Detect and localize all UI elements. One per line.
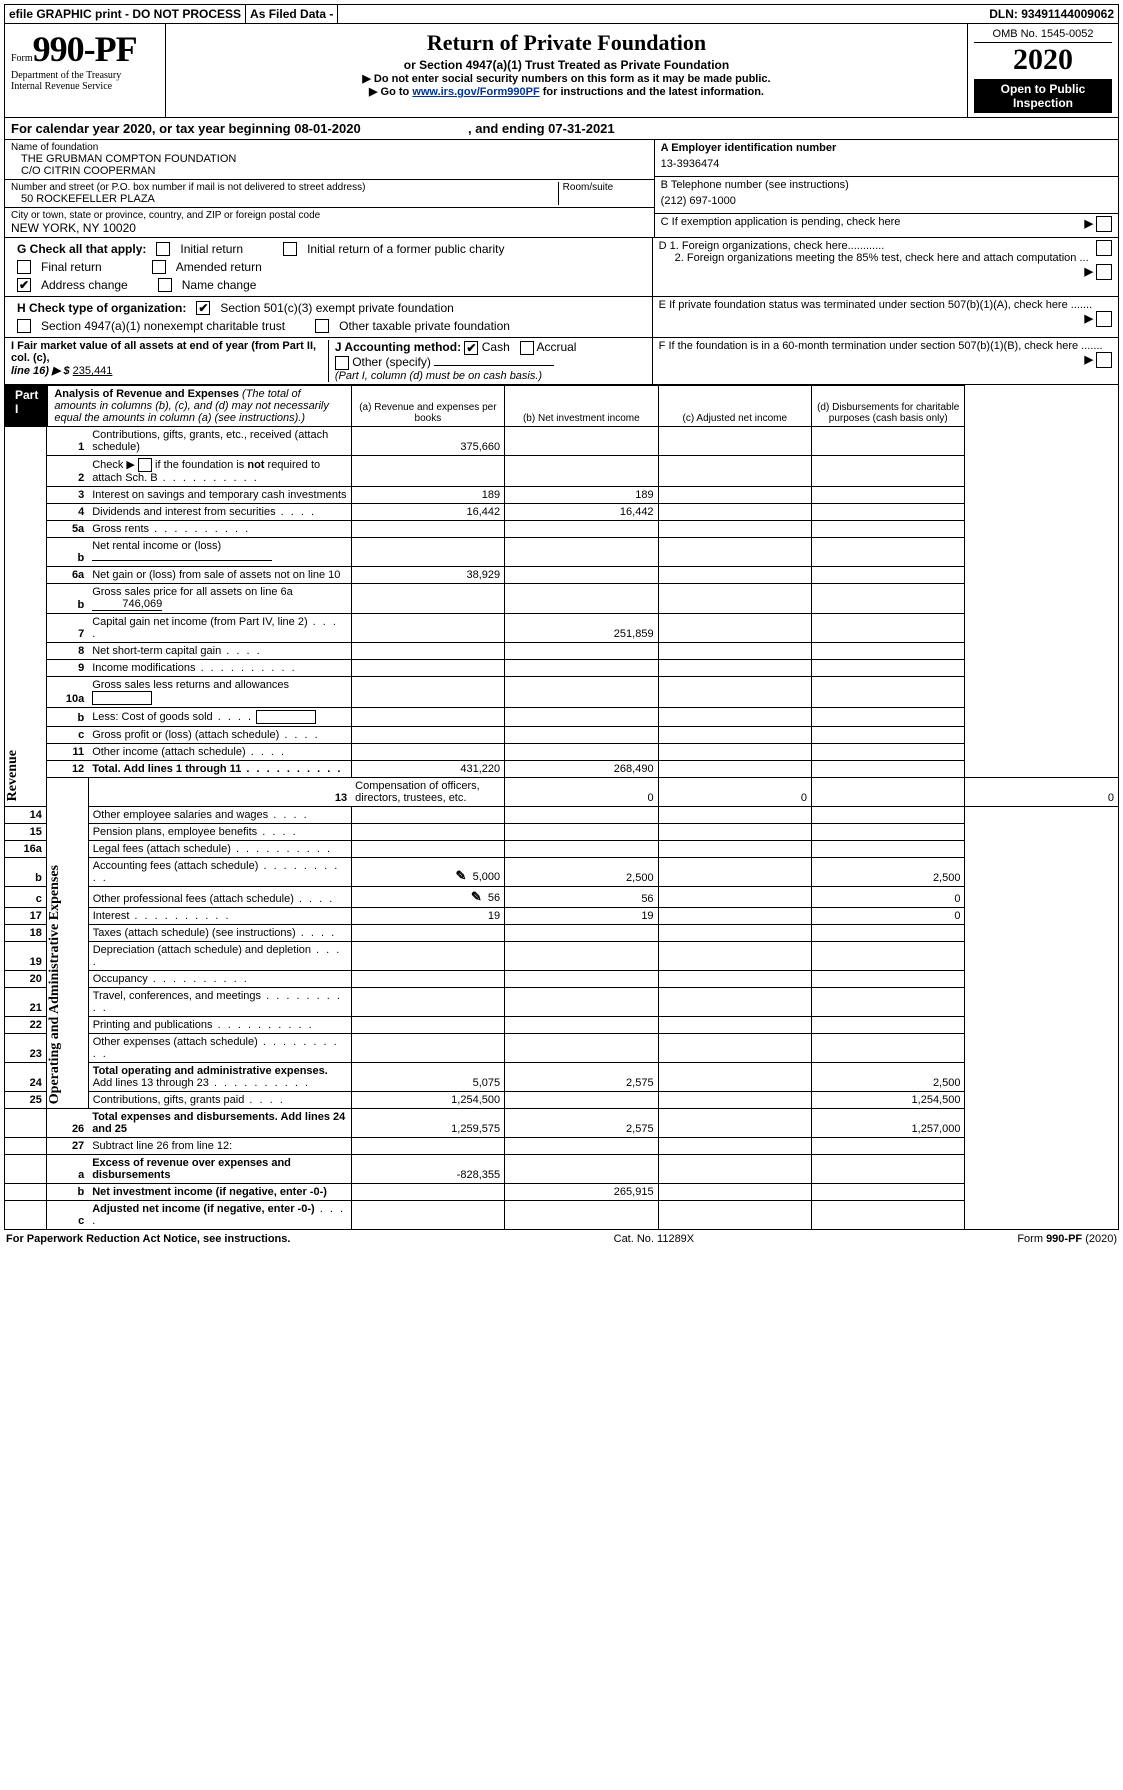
- checkbox-d1[interactable]: [1096, 240, 1112, 256]
- tax-year: 2020: [974, 43, 1112, 77]
- i-block: I Fair market value of all assets at end…: [11, 340, 329, 382]
- efile-label: efile GRAPHIC print - DO NOT PROCESS: [5, 5, 246, 23]
- part1-tag: Part I: [5, 386, 48, 426]
- paperwork-notice: For Paperwork Reduction Act Notice, see …: [6, 1233, 290, 1245]
- col-c-header: (c) Adjusted net income: [658, 385, 811, 426]
- checkbox-accrual[interactable]: [520, 341, 534, 355]
- checkbox-other-method[interactable]: [335, 356, 349, 370]
- asfiled-label: As Filed Data -: [246, 5, 338, 23]
- row-h-e: H Check type of organization: ✔Section 5…: [4, 297, 1119, 338]
- phone-cell: B Telephone number (see instructions) (2…: [655, 177, 1118, 214]
- exemption-pending-cell: C If exemption application is pending, c…: [655, 214, 1118, 230]
- omb-number: OMB No. 1545-0052: [974, 28, 1112, 43]
- checkbox-e[interactable]: [1096, 311, 1112, 327]
- dln: DLN: 93491144009062: [985, 5, 1118, 23]
- form-note1: ▶ Do not enter social security numbers o…: [172, 72, 961, 85]
- checkbox-schb[interactable]: [138, 458, 152, 472]
- year-box: OMB No. 1545-0052 2020 Open to Public In…: [968, 24, 1118, 117]
- identification-block: Name of foundation THE GRUBMAN COMPTON F…: [4, 140, 1119, 238]
- cat-number: Cat. No. 11289X: [614, 1233, 695, 1245]
- ein-cell: A Employer identification number 13-3936…: [655, 140, 1118, 177]
- foundation-name-cell: Name of foundation THE GRUBMAN COMPTON F…: [5, 140, 654, 180]
- title-block: Form990-PF Department of the Treasury In…: [4, 24, 1119, 118]
- revenue-label: Revenue: [5, 746, 21, 805]
- checkbox-4947a1[interactable]: [17, 319, 31, 333]
- col-d-header: (d) Disbursements for charitable purpose…: [812, 385, 965, 426]
- row-g-d: G Check all that apply: Initial return I…: [4, 238, 1119, 297]
- checkbox-f[interactable]: [1096, 352, 1112, 368]
- checkbox-d2[interactable]: [1096, 264, 1112, 280]
- irs-link[interactable]: www.irs.gov/Form990PF: [412, 86, 539, 98]
- g-label: G Check all that apply:: [17, 242, 146, 256]
- efile-header: efile GRAPHIC print - DO NOT PROCESS As …: [4, 4, 1119, 24]
- checkbox-cash[interactable]: ✔: [464, 341, 478, 355]
- attach-icon[interactable]: ✎: [471, 889, 482, 904]
- form-title: Return of Private Foundation: [172, 30, 961, 56]
- checkbox-c[interactable]: [1096, 216, 1112, 232]
- form-number-box: Form990-PF Department of the Treasury In…: [5, 24, 165, 117]
- checkbox-final-return[interactable]: [17, 260, 31, 274]
- checkbox-501c3[interactable]: ✔: [196, 301, 210, 315]
- checkbox-initial-public[interactable]: [283, 242, 297, 256]
- row-ij-f: I Fair market value of all assets at end…: [4, 338, 1119, 385]
- checkbox-name-change[interactable]: [158, 278, 172, 292]
- checkbox-address-change[interactable]: ✔: [17, 278, 31, 292]
- form-note2: ▶ Go to www.irs.gov/Form990PF for instru…: [172, 85, 961, 98]
- checkbox-initial-return[interactable]: [156, 242, 170, 256]
- title-mid: Return of Private Foundation or Section …: [165, 24, 968, 117]
- form-footer-id: Form 990-PF (2020): [1017, 1233, 1117, 1245]
- part1-table: Part I Analysis of Revenue and Expenses …: [4, 385, 1119, 1230]
- col-a-header: (a) Revenue and expenses per books: [351, 385, 504, 426]
- form-subtitle: or Section 4947(a)(1) Trust Treated as P…: [172, 58, 961, 72]
- expenses-label: Operating and Administrative Expenses: [47, 861, 63, 1108]
- checkbox-amended-return[interactable]: [152, 260, 166, 274]
- city-cell: City or town, state or province, country…: [5, 208, 654, 237]
- col-b-header: (b) Net investment income: [505, 385, 658, 426]
- page-footer: For Paperwork Reduction Act Notice, see …: [4, 1230, 1119, 1248]
- attach-icon[interactable]: ✎: [456, 868, 467, 883]
- calendar-year-line: For calendar year 2020, or tax year begi…: [4, 118, 1119, 140]
- j-block: J Accounting method: ✔ Cash Accrual Othe…: [329, 340, 646, 382]
- checkbox-other-taxable[interactable]: [315, 319, 329, 333]
- h-label: H Check type of organization:: [17, 301, 186, 315]
- address-cell: Number and street (or P.O. box number if…: [5, 180, 654, 208]
- open-to-public: Open to Public Inspection: [974, 79, 1112, 113]
